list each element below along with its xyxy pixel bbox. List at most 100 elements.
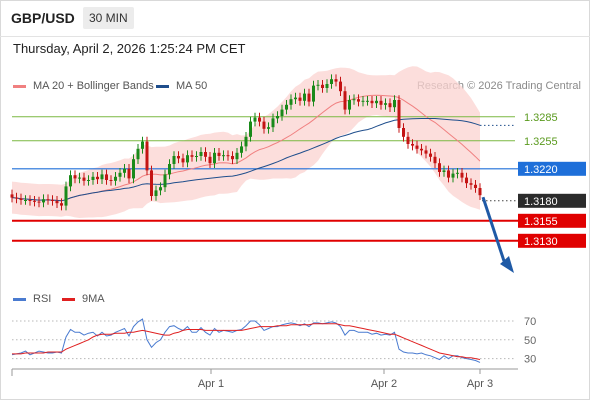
candle-body: [109, 180, 113, 181]
candle-body: [10, 194, 14, 198]
candle-body: [96, 176, 99, 180]
candle-body: [42, 199, 45, 203]
candle-body: [186, 155, 189, 163]
candle-body: [132, 159, 135, 179]
candle-body: [118, 172, 122, 177]
candle-body: [222, 155, 225, 157]
candle-body: [168, 164, 171, 175]
candle-body: [267, 127, 270, 129]
candle-body: [352, 99, 356, 101]
legend-swatch-ma50: [156, 84, 169, 88]
level-1-3220-label: 1.3220: [524, 164, 558, 176]
legend-label-ma20: MA 20 + Bollinger Bands: [33, 80, 154, 92]
candle-body: [253, 117, 257, 122]
candle-body: [334, 79, 338, 82]
level-1-3180-tag: [518, 193, 586, 208]
candle-body: [136, 148, 140, 160]
level-1-3220-tag: [518, 161, 586, 176]
candle-body: [438, 163, 441, 172]
candle-body: [276, 116, 279, 119]
candle-body: [280, 109, 284, 116]
candle-body: [231, 156, 234, 160]
candle-body: [51, 200, 54, 201]
chart-header: GBP/USD 30 MIN: [0, 0, 590, 37]
candle-body: [55, 200, 59, 204]
candle-body: [411, 144, 414, 146]
legend-9ma: 9MA: [62, 293, 105, 305]
candle-body: [370, 100, 374, 104]
candle-body: [433, 156, 437, 164]
candle-body: [244, 136, 248, 147]
candle-body: [465, 177, 468, 184]
level-1-3155-tag: [518, 213, 586, 228]
legend-ma20: MA 20 + Bollinger Bands: [13, 80, 154, 92]
candle-body: [429, 153, 432, 157]
candle-body: [420, 148, 423, 151]
candle-body: [24, 200, 27, 201]
candle-body: [442, 170, 446, 172]
candle-body: [105, 174, 108, 180]
candle-body: [357, 99, 360, 102]
candle-body: [100, 174, 104, 180]
candle-body: [226, 155, 230, 157]
timeframe-button[interactable]: 30 MIN: [83, 7, 134, 29]
candle-body: [195, 156, 198, 157]
rsi-tick-label: 30: [524, 354, 536, 366]
candle-body: [28, 200, 32, 201]
candle-body: [285, 104, 288, 110]
candle-body: [199, 152, 203, 156]
candle-body: [240, 146, 243, 153]
candle-body: [393, 100, 396, 108]
candle-body: [262, 121, 266, 129]
candle-body: [172, 156, 176, 164]
candle-body: [213, 152, 216, 164]
candle-body: [249, 121, 252, 137]
candle-body: [294, 97, 297, 100]
legend-label-9ma: 9MA: [82, 293, 105, 305]
legend-label-rsi: RSI: [33, 293, 52, 305]
candle-body: [424, 150, 428, 154]
candle-body: [415, 145, 419, 149]
candle-body: [303, 93, 306, 101]
candle-body: [60, 203, 63, 206]
candle-body: [46, 199, 50, 201]
rsi-line: [11, 318, 481, 363]
candle-body: [15, 197, 18, 199]
candle-body: [87, 180, 90, 181]
candle-body: [325, 84, 329, 88]
candle-body: [114, 176, 117, 181]
candle-body: [64, 186, 68, 206]
ma50-line: [11, 118, 481, 202]
candle-body: [307, 93, 311, 102]
candle-body: [217, 152, 221, 156]
candle-body: [406, 136, 410, 144]
candle-body: [33, 200, 36, 202]
candle-body: [478, 188, 482, 196]
candle-body: [397, 100, 401, 128]
candle-body: [289, 99, 293, 105]
timestamp: Thursday, April 2, 2026 1:25:24 PM CET: [13, 41, 246, 56]
candle-body: [78, 177, 81, 179]
candle-body: [150, 170, 153, 196]
candle-body: [145, 141, 149, 171]
rsi-9ma-line: [12, 323, 481, 360]
candle-body: [177, 156, 180, 159]
forecast-arrow-shaft: [481, 196, 506, 262]
candle-body: [402, 128, 405, 137]
candle-body: [37, 201, 41, 203]
candle-body: [343, 91, 347, 110]
candle-body: [460, 172, 464, 178]
candle-body: [123, 168, 126, 173]
candle-body: [388, 103, 392, 108]
candle-body: [375, 100, 378, 104]
x-tick-label: Apr 1: [198, 378, 224, 390]
candle-body: [447, 170, 450, 178]
candle-body: [235, 152, 239, 160]
candle-body: [159, 187, 162, 191]
candle-body: [69, 175, 72, 187]
candle-body: [208, 156, 212, 164]
candle-body: [330, 79, 333, 84]
candle-body: [82, 177, 86, 181]
legend-swatch-rsi: [13, 297, 26, 301]
